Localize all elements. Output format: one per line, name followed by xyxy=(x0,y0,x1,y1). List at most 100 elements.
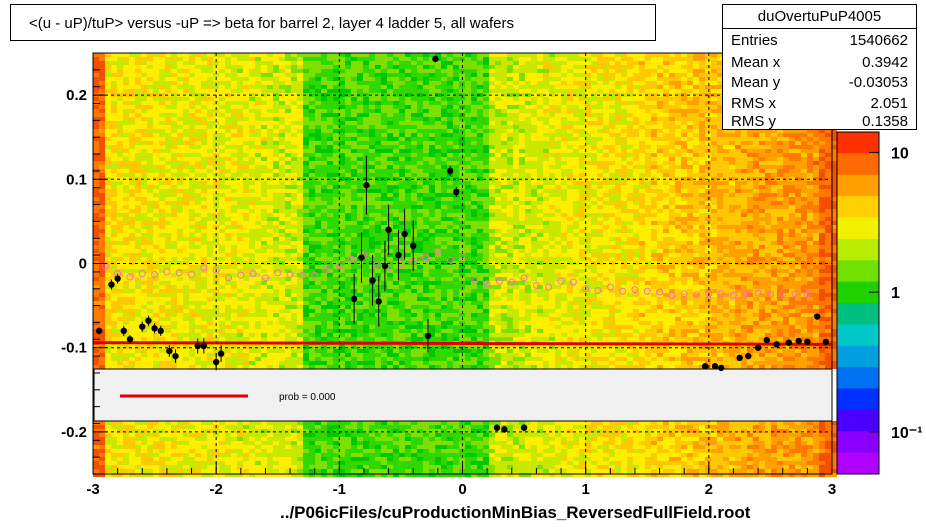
heatmap-cell xyxy=(315,125,321,129)
heatmap-cell xyxy=(291,201,297,205)
heatmap-cell xyxy=(141,169,147,173)
heatmap-cell xyxy=(207,269,213,273)
heatmap-cell xyxy=(177,173,183,177)
heatmap-cell xyxy=(303,421,309,425)
heatmap-cell xyxy=(273,265,279,269)
heatmap-cell xyxy=(267,245,273,249)
heatmap-cell xyxy=(369,209,375,213)
heatmap-cell xyxy=(297,425,303,429)
heatmap-cell xyxy=(237,337,243,341)
heatmap-cell xyxy=(309,97,315,101)
heatmap-cell xyxy=(147,209,153,213)
heatmap-cell xyxy=(249,141,255,145)
heatmap-cell xyxy=(315,133,321,137)
heatmap-cell xyxy=(213,445,219,449)
heatmap-cell xyxy=(267,161,273,165)
heatmap-cell xyxy=(195,65,201,69)
heatmap-cell xyxy=(411,113,417,117)
heatmap-cell xyxy=(135,193,141,197)
heatmap-cell xyxy=(333,357,339,361)
heatmap-cell xyxy=(249,101,255,105)
heatmap-cell xyxy=(249,305,255,309)
heatmap-cell xyxy=(195,325,201,329)
heatmap-cell xyxy=(315,365,321,369)
heatmap-cell xyxy=(159,173,165,177)
heatmap-cell xyxy=(105,89,111,93)
heatmap-cell xyxy=(309,225,315,229)
heatmap-cell xyxy=(369,465,375,469)
heatmap-cell xyxy=(141,85,147,89)
heatmap-cell xyxy=(195,357,201,361)
heatmap-cell xyxy=(405,189,411,193)
heatmap-cell xyxy=(135,209,141,213)
heatmap-cell xyxy=(285,461,291,465)
heatmap-cell xyxy=(243,281,249,285)
heatmap-cell xyxy=(321,361,327,365)
heatmap-cell xyxy=(123,57,129,61)
heatmap-cell xyxy=(147,281,153,285)
heatmap-cell xyxy=(93,129,99,133)
heatmap-cell xyxy=(381,465,387,469)
heatmap-cell xyxy=(309,101,315,105)
heatmap-cell xyxy=(279,361,285,365)
heatmap-cell xyxy=(255,137,261,141)
heatmap-cell xyxy=(159,53,165,57)
heatmap-cell xyxy=(135,433,141,437)
heatmap-cell xyxy=(141,317,147,321)
heatmap-cell xyxy=(111,97,117,101)
heatmap-cell xyxy=(171,269,177,273)
heatmap-cell xyxy=(285,337,291,341)
heatmap-cell xyxy=(255,53,261,57)
heatmap-cell xyxy=(249,209,255,213)
heatmap-cell xyxy=(201,217,207,221)
heatmap-cell xyxy=(195,457,201,461)
heatmap-cell xyxy=(315,457,321,461)
heatmap-cell xyxy=(249,429,255,433)
heatmap-cell xyxy=(369,169,375,173)
heatmap-cell xyxy=(315,85,321,89)
heatmap-cell xyxy=(279,81,285,85)
heatmap-cell xyxy=(267,437,273,441)
heatmap-cell xyxy=(255,457,261,461)
heatmap-cell xyxy=(321,209,327,213)
heatmap-cell xyxy=(231,349,237,353)
heatmap-cell xyxy=(381,173,387,177)
heatmap-cell xyxy=(381,349,387,353)
heatmap-cell xyxy=(105,349,111,353)
heatmap-cell xyxy=(405,325,411,329)
heatmap-cell xyxy=(357,457,363,461)
heatmap-cell xyxy=(225,309,231,313)
heatmap-cell xyxy=(147,57,153,61)
heatmap-cell xyxy=(123,133,129,137)
heatmap-cell xyxy=(219,161,225,165)
heatmap-cell xyxy=(177,461,183,465)
heatmap-cell xyxy=(141,473,147,477)
heatmap-cell xyxy=(129,425,135,429)
heatmap-cell xyxy=(399,273,405,277)
heatmap-cell xyxy=(279,429,285,433)
heatmap-cell xyxy=(375,277,381,281)
heatmap-cell xyxy=(369,181,375,185)
heatmap-cell xyxy=(225,289,231,293)
heatmap-cell xyxy=(303,345,309,349)
heatmap-cell xyxy=(267,321,273,325)
heatmap-cell xyxy=(381,441,387,445)
heatmap-cell xyxy=(369,445,375,449)
heatmap-cell xyxy=(183,313,189,317)
heatmap-cell xyxy=(339,137,345,141)
heatmap-cell xyxy=(183,305,189,309)
heatmap-cell xyxy=(279,229,285,233)
heatmap-cell xyxy=(399,425,405,429)
heatmap-cell xyxy=(267,85,273,89)
heatmap-cell xyxy=(291,457,297,461)
heatmap-cell xyxy=(171,205,177,209)
heatmap-cell xyxy=(129,225,135,229)
heatmap-cell xyxy=(279,89,285,93)
heatmap-cell xyxy=(183,97,189,101)
heatmap-cell xyxy=(153,437,159,441)
heatmap-cell xyxy=(231,65,237,69)
heatmap-cell xyxy=(93,429,99,433)
heatmap-cell xyxy=(213,325,219,329)
heatmap-cell xyxy=(111,289,117,293)
heatmap-cell xyxy=(201,309,207,313)
